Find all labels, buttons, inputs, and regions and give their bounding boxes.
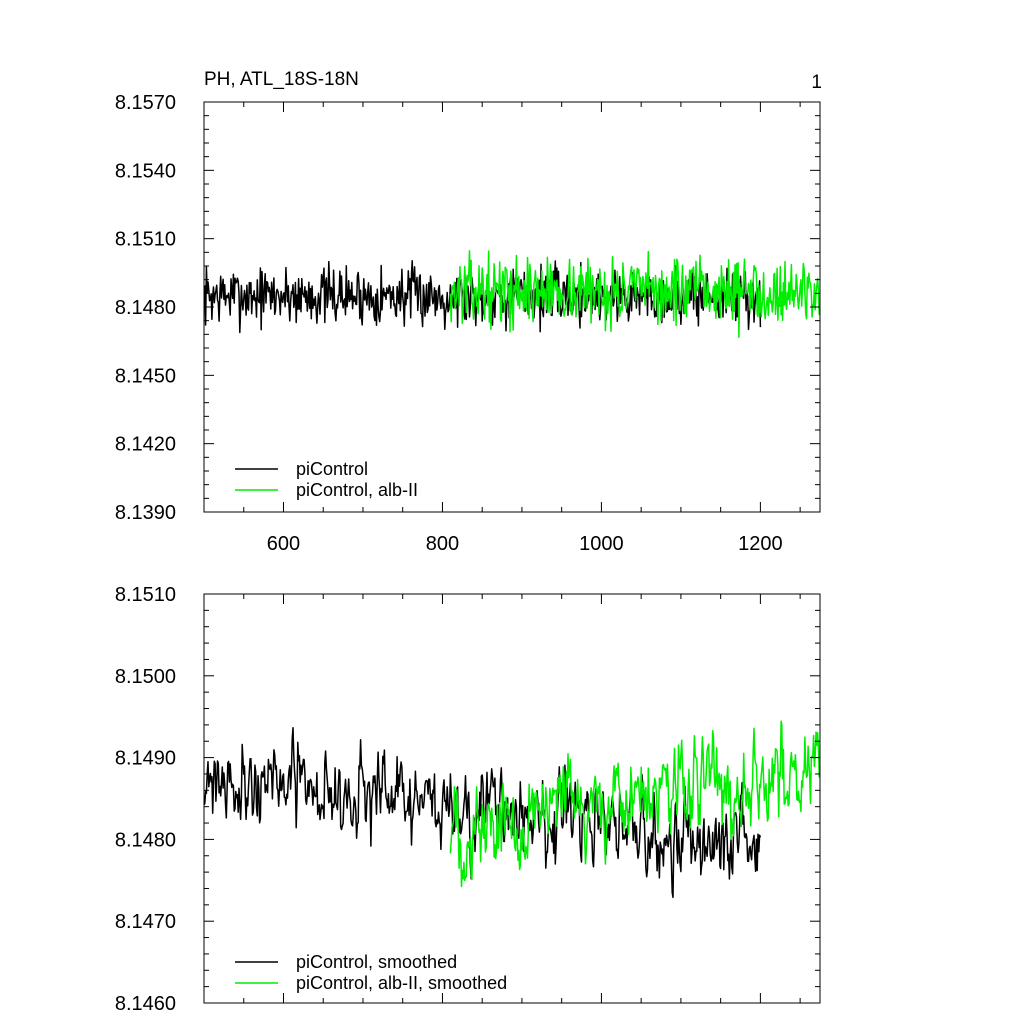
panel-label: 1 xyxy=(811,72,822,93)
y-tick-label: 8.1500 xyxy=(115,666,176,688)
y-tick-label: 8.1510 xyxy=(115,584,176,606)
y-tick-label: 8.1490 xyxy=(115,748,176,770)
y-tick-label: 8.1470 xyxy=(115,911,176,933)
x-tick-label: 1200 xyxy=(738,533,783,555)
y-tick-label: 8.1480 xyxy=(115,829,176,851)
series-line-1 xyxy=(449,249,821,338)
x-tick-label: 800 xyxy=(426,533,459,555)
series-line-1 xyxy=(449,720,821,888)
chart-title: PH, ATL_18S-18N xyxy=(204,69,359,90)
legend-label-alb: piControl, alb-II xyxy=(296,480,418,500)
legend: piControl, smoothed piControl, alb-II, s… xyxy=(235,952,507,993)
y-tick-label: 8.1540 xyxy=(115,160,176,182)
legend-label-alb-smoothed: piControl, alb-II, smoothed xyxy=(296,973,507,993)
y-tick-label: 8.1390 xyxy=(115,502,176,524)
axes-layer: 8.1460 8.1470 8.1480 8.1490 8.1500 8.1510 xyxy=(115,584,821,1015)
x-tick-label: 600 xyxy=(267,533,300,555)
series-layer xyxy=(203,720,821,899)
axes-layer: 600 800 1000 1200 8.1390 8.1420 8.1450 8.1480 8.… xyxy=(115,92,821,555)
top-panel: PH, ATL_18S-18N 1 600 800 1000 1200 8.1390 8.… xyxy=(115,69,822,555)
series-line-0 xyxy=(203,260,762,334)
legend: piControl piControl, alb-II xyxy=(235,459,418,500)
series-layer xyxy=(203,249,821,338)
series-line-0 xyxy=(203,726,762,899)
y-tick-label: 8.1510 xyxy=(115,229,176,251)
y-tick-label: 8.1420 xyxy=(115,434,176,456)
legend-label-picontrol-smoothed: piControl, smoothed xyxy=(296,952,457,972)
y-tick-label: 8.1460 xyxy=(115,993,176,1015)
y-tick-label: 8.1450 xyxy=(115,365,176,387)
x-tick-label: 1000 xyxy=(579,533,624,555)
legend-label-picontrol: piControl xyxy=(296,459,368,479)
y-tick-label: 8.1480 xyxy=(115,297,176,319)
bottom-panel: 8.1460 8.1470 8.1480 8.1490 8.1500 8.1510 piC… xyxy=(115,584,821,1015)
plot-frame xyxy=(203,593,821,1004)
y-tick-label: 8.1570 xyxy=(115,92,176,114)
